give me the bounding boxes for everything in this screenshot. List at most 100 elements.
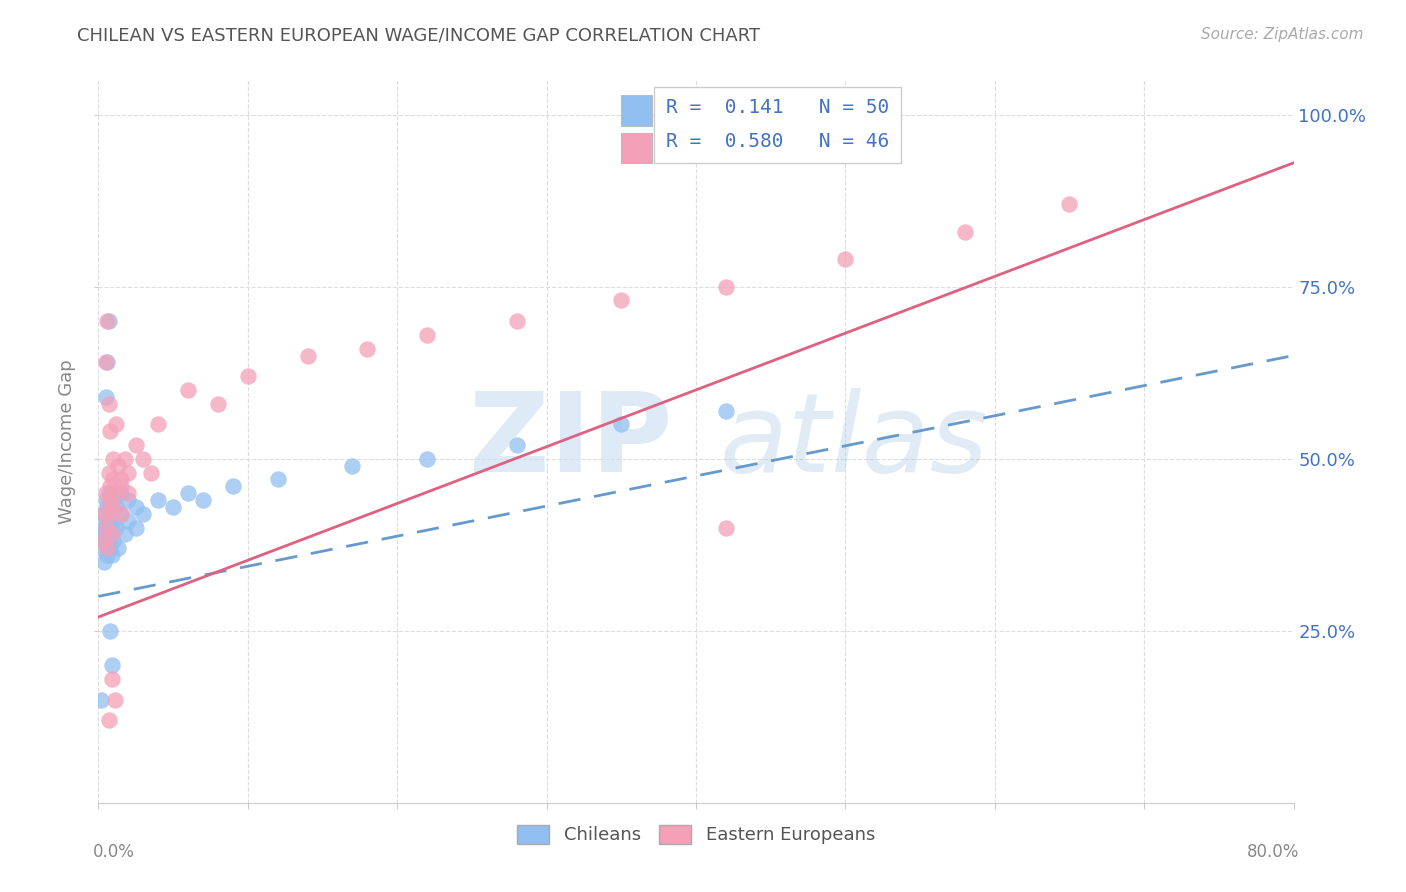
Point <box>98 541 122 556</box>
Text: ZIP: ZIP <box>468 388 672 495</box>
Point <box>162 500 184 514</box>
Point <box>117 466 139 480</box>
Point <box>96 548 118 562</box>
Point <box>96 355 118 369</box>
Point <box>953 225 976 239</box>
Point <box>297 349 319 363</box>
Point <box>103 514 125 528</box>
Point <box>714 403 737 417</box>
Point <box>101 548 124 562</box>
Point <box>125 438 148 452</box>
Point <box>94 486 117 500</box>
Point <box>207 397 229 411</box>
Point <box>96 520 118 534</box>
Point <box>93 555 115 569</box>
Point <box>117 493 139 508</box>
Point <box>98 527 122 541</box>
Point <box>91 534 114 549</box>
Point <box>714 279 737 293</box>
Point <box>105 417 128 432</box>
Point <box>91 507 114 521</box>
Point <box>97 314 120 328</box>
Point <box>98 507 122 521</box>
Point <box>114 527 136 541</box>
Point <box>506 314 529 328</box>
FancyBboxPatch shape <box>620 133 652 163</box>
Point <box>103 534 125 549</box>
Point <box>98 624 122 638</box>
Point <box>103 472 125 486</box>
Point <box>94 514 117 528</box>
Point <box>103 500 125 514</box>
Point <box>96 314 118 328</box>
FancyBboxPatch shape <box>620 95 652 126</box>
Point <box>94 493 117 508</box>
Text: 0.0%: 0.0% <box>93 843 135 861</box>
Point <box>93 520 115 534</box>
Point <box>90 692 112 706</box>
Y-axis label: Wage/Income Gap: Wage/Income Gap <box>58 359 76 524</box>
Point <box>125 500 148 514</box>
Point <box>110 507 132 521</box>
Text: CHILEAN VS EASTERN EUROPEAN WAGE/INCOME GAP CORRELATION CHART: CHILEAN VS EASTERN EUROPEAN WAGE/INCOME … <box>77 27 761 45</box>
Legend: Chileans, Eastern Europeans: Chileans, Eastern Europeans <box>509 818 883 852</box>
Point <box>342 458 364 473</box>
Point <box>107 458 129 473</box>
Point <box>104 692 127 706</box>
Point <box>96 541 118 556</box>
Point <box>1059 197 1081 211</box>
Point <box>101 672 124 686</box>
Point <box>110 472 132 486</box>
Point <box>94 355 117 369</box>
Point <box>177 486 200 500</box>
Point <box>125 520 148 534</box>
Point <box>101 527 124 541</box>
Point <box>356 342 378 356</box>
Point <box>98 424 122 438</box>
Point <box>110 507 132 521</box>
Text: Source: ZipAtlas.com: Source: ZipAtlas.com <box>1201 27 1364 42</box>
Point <box>96 500 118 514</box>
Point <box>110 486 132 500</box>
Point <box>94 520 117 534</box>
Point <box>416 327 439 342</box>
Point <box>222 479 245 493</box>
Text: 80.0%: 80.0% <box>1247 843 1299 861</box>
Point <box>117 486 139 500</box>
Point <box>97 466 120 480</box>
Point <box>132 507 155 521</box>
Point <box>93 507 115 521</box>
Point <box>101 658 124 673</box>
Point <box>191 493 214 508</box>
Point <box>91 527 114 541</box>
Point <box>177 383 200 397</box>
Point <box>94 534 117 549</box>
Point <box>236 369 259 384</box>
Point <box>103 451 125 466</box>
Point <box>94 390 117 404</box>
Text: R =  0.141   N = 50
R =  0.580   N = 46: R = 0.141 N = 50 R = 0.580 N = 46 <box>666 98 890 152</box>
Point <box>90 541 112 556</box>
Point <box>117 514 139 528</box>
Point <box>97 493 120 508</box>
Point <box>610 417 633 432</box>
Point <box>416 451 439 466</box>
Point <box>148 493 170 508</box>
Point <box>114 451 136 466</box>
Point <box>110 479 132 493</box>
Text: atlas: atlas <box>720 388 988 495</box>
Point <box>103 493 125 508</box>
Point <box>97 514 120 528</box>
Point <box>105 520 128 534</box>
Point <box>97 397 120 411</box>
Point <box>107 541 129 556</box>
Point <box>610 293 633 308</box>
Point <box>97 713 120 727</box>
Point <box>267 472 290 486</box>
Point <box>98 507 122 521</box>
Point <box>506 438 529 452</box>
Point <box>148 417 170 432</box>
Point <box>834 252 856 267</box>
Point <box>105 500 128 514</box>
Point <box>139 466 162 480</box>
